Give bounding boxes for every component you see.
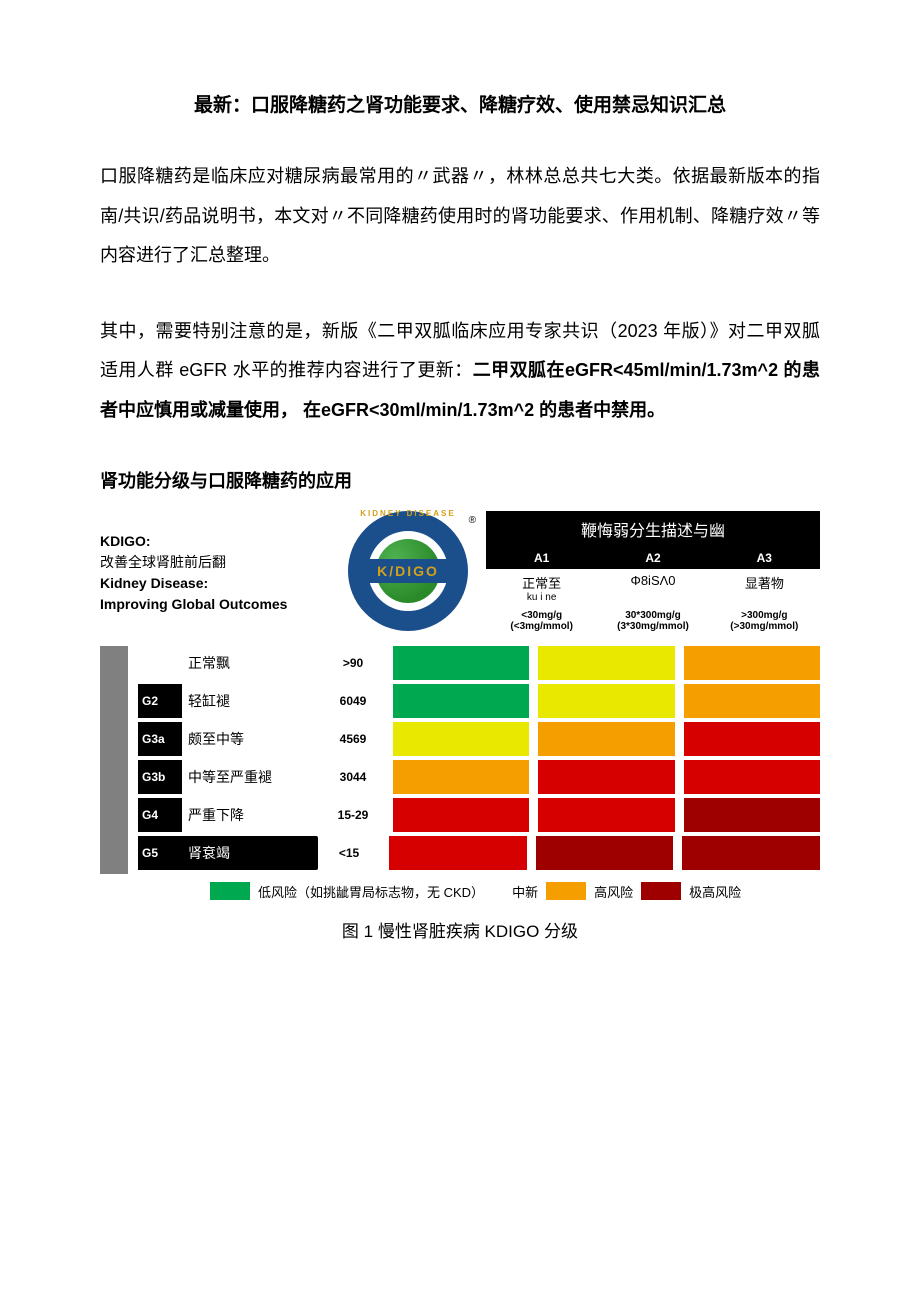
risk-color-cell <box>390 760 529 794</box>
page-title: 最新：口服降糖药之肾功能要求、降糖疗效、使用禁忌知识汇总 <box>100 90 820 117</box>
albuminuria-header: 鞭悔弱分生描述与幽 <box>486 511 820 547</box>
heatmap-wrap: 正常飘>90G2轻缸褪6049G3a颇至中等4569G3b中等至严重褪3044G… <box>100 646 820 874</box>
g-desc-cell: 正常飘 <box>182 646 322 680</box>
g-stage-cell: G5 <box>138 836 182 870</box>
kdigo-logo: KIDNEY DISEASE K/DIGO ® <box>348 511 468 631</box>
risk-color-cell <box>535 798 674 832</box>
alb-code-a3: A3 <box>709 547 820 569</box>
alb-label-1: 正常至 ku i ne <box>486 569 597 608</box>
g-desc-cell: 肾袞竭 <box>178 836 318 870</box>
registered-icon: ® <box>469 515 476 526</box>
legend-swatch-low <box>210 882 250 900</box>
legend-mid-label: 中新 <box>512 882 538 901</box>
risk-color-cell <box>390 684 529 718</box>
g-stage-cell: G4 <box>138 798 182 832</box>
kdigo-line-3: Kidney Disease: <box>100 573 330 594</box>
legend-high-label: 高风险 <box>594 882 633 901</box>
figure-caption: 图 1 慢性肾脏疾病 KDIGO 分级 <box>100 917 820 942</box>
legend-low-label: 低风险（如挑龇胃局标志物，无 CKD） <box>258 882 484 901</box>
risk-color-cell <box>681 684 820 718</box>
heatmap-rows: 正常飘>90G2轻缸褪6049G3a颇至中等4569G3b中等至严重褪3044G… <box>138 646 820 874</box>
risk-color-cell <box>390 798 529 832</box>
risk-color-cell <box>535 722 674 756</box>
risk-color-cell <box>679 836 820 870</box>
risk-color-cell <box>390 722 529 756</box>
kdigo-line-4: Improving Global Outcomes <box>100 594 330 615</box>
albuminuria-code-row: A1 A2 A3 <box>486 547 820 569</box>
risk-color-cell <box>386 836 527 870</box>
kdigo-line-1: KDIGO: <box>100 531 330 552</box>
legend-row: 低风险（如挑龇胃局标志物，无 CKD） 中新 高风险 极高风险 <box>210 882 820 901</box>
risk-color-cell <box>533 836 674 870</box>
alb-label-3: 显著物 <box>709 569 820 608</box>
legend-vhigh-label: 极高风险 <box>689 882 741 901</box>
risk-color-cell <box>681 760 820 794</box>
heatmap-row: 正常飘>90 <box>138 646 820 680</box>
g-value-cell: 6049 <box>322 684 384 718</box>
g-stage-cell: G3b <box>138 760 182 794</box>
risk-color-cell <box>535 684 674 718</box>
kdigo-line-2: 改善全球肾脏前后翻 <box>100 552 330 573</box>
g-value-cell: >90 <box>322 646 384 680</box>
heatmap-side-bar <box>100 646 128 874</box>
heatmap-row: G4严重下降15-29 <box>138 798 820 832</box>
risk-color-cell <box>390 646 529 680</box>
heatmap-row: G3b中等至严重褪3044 <box>138 760 820 794</box>
albuminuria-box: 鞭悔弱分生描述与幽 A1 A2 A3 正常至 ku i ne Φ8iSΛ0 显著… <box>486 511 820 634</box>
risk-color-cell <box>535 760 674 794</box>
risk-color-cell <box>681 798 820 832</box>
kdigo-band-text: K/DIGO <box>360 559 456 583</box>
alb-label-1-text: 正常至 <box>488 573 595 592</box>
alb-code-a1: A1 <box>486 547 597 569</box>
alb-label-2: Φ8iSΛ0 <box>597 569 708 608</box>
g-value-cell: 15-29 <box>322 798 384 832</box>
alb-range-3: >300mg/g (>30mg/mmol) <box>709 608 820 634</box>
g-stage-cell <box>138 646 182 680</box>
risk-color-cell <box>681 646 820 680</box>
g-stage-cell: G2 <box>138 684 182 718</box>
albuminuria-range-row: <30mg/g (<3mg/mmol) 30*300mg/g (3*30mg/m… <box>486 608 820 634</box>
paragraph-2: 其中，需要特别注意的是，新版《二甲双胍临床应用专家共识（2023 年版）》对二甲… <box>100 312 820 431</box>
g-value-cell: 4569 <box>322 722 384 756</box>
alb-range-2: 30*300mg/g (3*30mg/mmol) <box>597 608 708 634</box>
heatmap-row: G3a颇至中等4569 <box>138 722 820 756</box>
g-desc-cell: 中等至严重褪 <box>182 760 322 794</box>
section-header: 肾功能分级与口服降糖药的应用 <box>100 467 820 493</box>
g-value-cell: <15 <box>318 836 380 870</box>
heatmap-row: G2轻缸褪6049 <box>138 684 820 718</box>
alb-range-1: <30mg/g (<3mg/mmol) <box>486 608 597 634</box>
alb-label-1-sub: ku i ne <box>488 592 595 604</box>
g-desc-cell: 轻缸褪 <box>182 684 322 718</box>
kdigo-text-block: KDIGO: 改善全球肾脏前后翻 Kidney Disease: Improvi… <box>100 511 330 615</box>
risk-color-cell <box>681 722 820 756</box>
g-stage-cell: G3a <box>138 722 182 756</box>
kdigo-header-row: KDIGO: 改善全球肾脏前后翻 Kidney Disease: Improvi… <box>100 511 820 634</box>
heatmap-row: G5肾袞竭<15 <box>138 836 820 870</box>
kdigo-ring-text: KIDNEY DISEASE <box>348 509 468 518</box>
g-value-cell: 3044 <box>322 760 384 794</box>
albuminuria-label-row: 正常至 ku i ne Φ8iSΛ0 显著物 <box>486 569 820 608</box>
paragraph-1: 口服降糖药是临床应对糖尿病最常用的〃武器〃，林林总总共七大类。依据最新版本的指南… <box>100 157 820 276</box>
g-desc-cell: 颇至中等 <box>182 722 322 756</box>
alb-code-a2: A2 <box>597 547 708 569</box>
legend-swatch-vhigh <box>641 882 681 900</box>
legend-swatch-high <box>546 882 586 900</box>
g-desc-cell: 严重下降 <box>182 798 322 832</box>
risk-color-cell <box>535 646 674 680</box>
